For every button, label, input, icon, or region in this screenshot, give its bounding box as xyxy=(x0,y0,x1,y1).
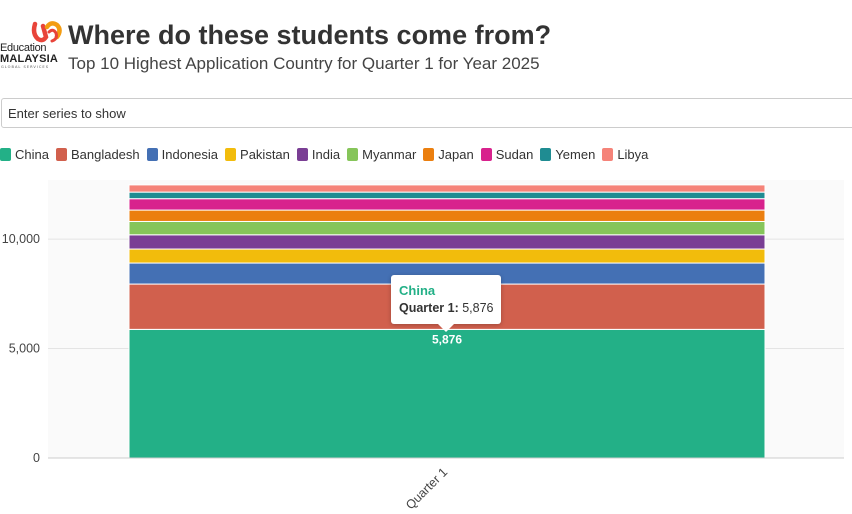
legend-item-bangladesh[interactable]: Bangladesh xyxy=(55,146,140,162)
bar-segment-myanmar[interactable] xyxy=(128,220,766,236)
legend-item-india[interactable]: India xyxy=(296,146,341,162)
bar-segment-libya[interactable] xyxy=(128,184,766,193)
legend-item-pakistan[interactable]: Pakistan xyxy=(225,147,290,162)
data-labels: 5,876 xyxy=(432,332,462,346)
legend-swatch-bangladesh xyxy=(55,147,67,161)
legend-label-india: India xyxy=(311,146,341,162)
tooltip-series-name: China xyxy=(399,283,436,298)
tooltip-value: 5,876 xyxy=(458,301,494,315)
legend-swatch-indonesia xyxy=(146,147,158,161)
logo-mark-icon xyxy=(31,21,62,43)
logo-text-malaysia: MALAYSIA xyxy=(0,53,59,65)
bar-segment-japan[interactable] xyxy=(128,209,766,222)
legend-label-myanmar: Myanmar xyxy=(362,146,417,162)
tooltip-pointer xyxy=(438,324,454,332)
legend-item-libya[interactable]: Libya xyxy=(602,147,648,162)
legend-swatch-japan xyxy=(423,147,435,161)
legend-label-sudan: Sudan xyxy=(495,146,534,162)
x-axis: Quarter 1 xyxy=(48,457,844,512)
legend-label-china: China xyxy=(15,146,49,162)
y-tick-label: 10,000 xyxy=(2,232,40,246)
legend-swatch-sudan xyxy=(480,147,492,161)
y-tick-label: 0 xyxy=(33,451,40,465)
legend-item-yemen[interactable]: Yemen xyxy=(540,147,595,162)
tooltip-value-row: Quarter 1: 5,876 xyxy=(399,299,494,317)
chart-title: Where do these students come from? xyxy=(68,20,552,50)
chart-header: Education MALAYSIA GLOBAL SERVICES Where… xyxy=(0,18,852,78)
logo-text-global-services: GLOBAL SERVICES xyxy=(1,65,49,69)
legend-label-indonesia: Indonesia xyxy=(161,146,219,162)
chart-legend: China Bangladesh Indonesia Pakistan India Mya… xyxy=(0,145,655,163)
legend-item-japan[interactable]: Japan xyxy=(423,146,474,162)
y-axis: 0 5,000 10,000 xyxy=(2,232,40,465)
legend-label-pakistan: Pakistan xyxy=(240,146,290,162)
y-tick-label: 5,000 xyxy=(9,342,40,356)
legend-item-sudan[interactable]: Sudan xyxy=(480,146,534,162)
legend-item-china[interactable]: China xyxy=(0,147,49,162)
legend-item-indonesia[interactable]: Indonesia xyxy=(146,146,219,162)
education-malaysia-logo: Education MALAYSIA GLOBAL SERVICES xyxy=(0,20,64,69)
chart-subtitle: Top 10 Highest Application Country for Q… xyxy=(68,54,540,73)
bar-segment-china[interactable] xyxy=(128,328,766,459)
series-tooltip: China Quarter 1: 5,876 xyxy=(391,275,501,332)
data-label-china: 5,876 xyxy=(432,332,462,346)
legend-swatch-yemen xyxy=(540,147,552,161)
legend-label-japan: Japan xyxy=(438,146,474,162)
logo-text-education: Education xyxy=(0,42,47,54)
x-tick-label: Quarter 1 xyxy=(403,465,450,512)
legend-label-bangladesh: Bangladesh xyxy=(70,146,140,162)
legend-swatch-libya xyxy=(602,147,614,161)
legend-label-libya: Libya xyxy=(617,146,649,162)
legend-label-yemen: Yemen xyxy=(555,146,596,162)
legend-swatch-india xyxy=(296,147,308,161)
bar-segment-sudan[interactable] xyxy=(128,198,766,211)
bar-segment-yemen[interactable] xyxy=(128,191,766,200)
series-filter-input[interactable] xyxy=(1,98,852,128)
stacked-bar-chart: 0 5,000 10,000 Quarter 1 5,876 xyxy=(2,180,844,512)
legend-swatch-china xyxy=(0,147,11,161)
bar-segment-pakistan[interactable] xyxy=(128,248,766,264)
legend-swatch-pakistan xyxy=(225,147,237,161)
bar-segment-india[interactable] xyxy=(128,234,766,250)
tooltip-category: Quarter 1: xyxy=(399,301,459,315)
legend-swatch-myanmar xyxy=(347,147,359,161)
legend-item-myanmar[interactable]: Myanmar xyxy=(347,147,416,162)
